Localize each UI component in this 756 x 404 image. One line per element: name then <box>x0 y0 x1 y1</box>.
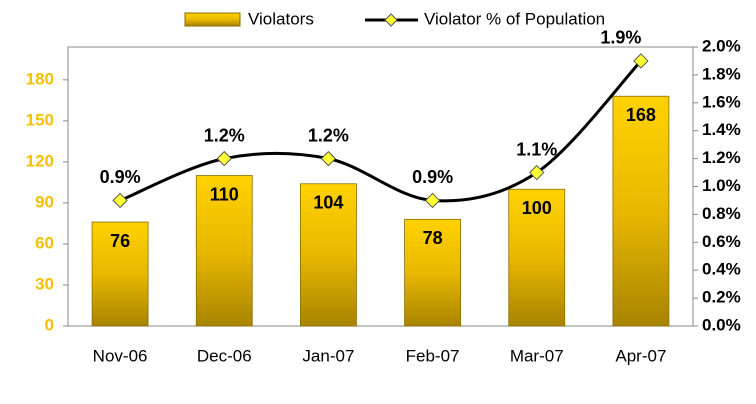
bar-label: 76 <box>110 231 130 251</box>
line-label: 1.2% <box>204 125 245 145</box>
y-tick-label: 60 <box>35 233 54 252</box>
line <box>119 59 643 203</box>
x-tick-label: Dec-06 <box>197 346 252 365</box>
bar <box>508 188 566 327</box>
y-tick-label: 30 <box>35 274 54 293</box>
y-tick-label: 0 <box>45 315 54 334</box>
y2-tick-label: 0.6% <box>702 232 741 251</box>
bar <box>612 95 670 327</box>
y-tick-label: 120 <box>26 151 54 170</box>
y-tick-label: 180 <box>26 69 54 88</box>
bar <box>404 218 461 327</box>
legend-swatch <box>184 12 241 27</box>
x-tick-label: Feb-07 <box>406 346 460 365</box>
line-marker <box>320 150 337 167</box>
y2-tick-label: 0.2% <box>702 288 741 307</box>
line-label: 1.9% <box>600 28 641 48</box>
y2-tick-label: 1.4% <box>702 120 741 139</box>
line-label: 0.9% <box>100 167 141 187</box>
x-tick-label: Nov-06 <box>93 346 148 365</box>
y2-tick-label: 0.4% <box>702 260 741 279</box>
y2-tick-label: 2.0% <box>702 36 741 55</box>
y2-tick-label: 1.8% <box>702 64 741 83</box>
line-marker <box>529 164 545 181</box>
line-label: 1.1% <box>516 139 557 159</box>
bar-label: 78 <box>423 228 443 248</box>
y2-tick-label: 1.2% <box>702 148 741 167</box>
y-tick-label: 150 <box>26 110 54 129</box>
bar <box>91 221 149 327</box>
bar-label: 104 <box>313 193 343 213</box>
y2-tick-label: 0.8% <box>702 204 741 223</box>
y2-tick-label: 1.0% <box>702 176 741 195</box>
line-marker <box>216 150 232 167</box>
legend-label: Violator % of Population <box>424 9 605 28</box>
bar <box>195 175 253 327</box>
line-marker <box>633 53 649 69</box>
y2-tick-label: 1.6% <box>702 92 741 111</box>
line-marker <box>112 192 128 209</box>
line-marker <box>424 192 441 209</box>
line-label: 1.2% <box>308 125 349 145</box>
x-tick-label: Mar-07 <box>510 346 564 365</box>
legend-label: Violators <box>248 9 314 28</box>
bar-label: 110 <box>210 184 239 204</box>
bar-label: 168 <box>626 105 656 125</box>
legend-marker <box>384 13 398 27</box>
line-label: 0.9% <box>412 167 453 187</box>
x-tick-label: Jan-07 <box>302 346 354 365</box>
x-tick-label: Apr-07 <box>615 346 666 365</box>
y2-tick-label: 0.0% <box>702 315 741 334</box>
bar-label: 100 <box>522 198 552 218</box>
plot-area <box>67 46 694 327</box>
bar <box>300 183 357 327</box>
y-tick-label: 90 <box>35 192 54 211</box>
